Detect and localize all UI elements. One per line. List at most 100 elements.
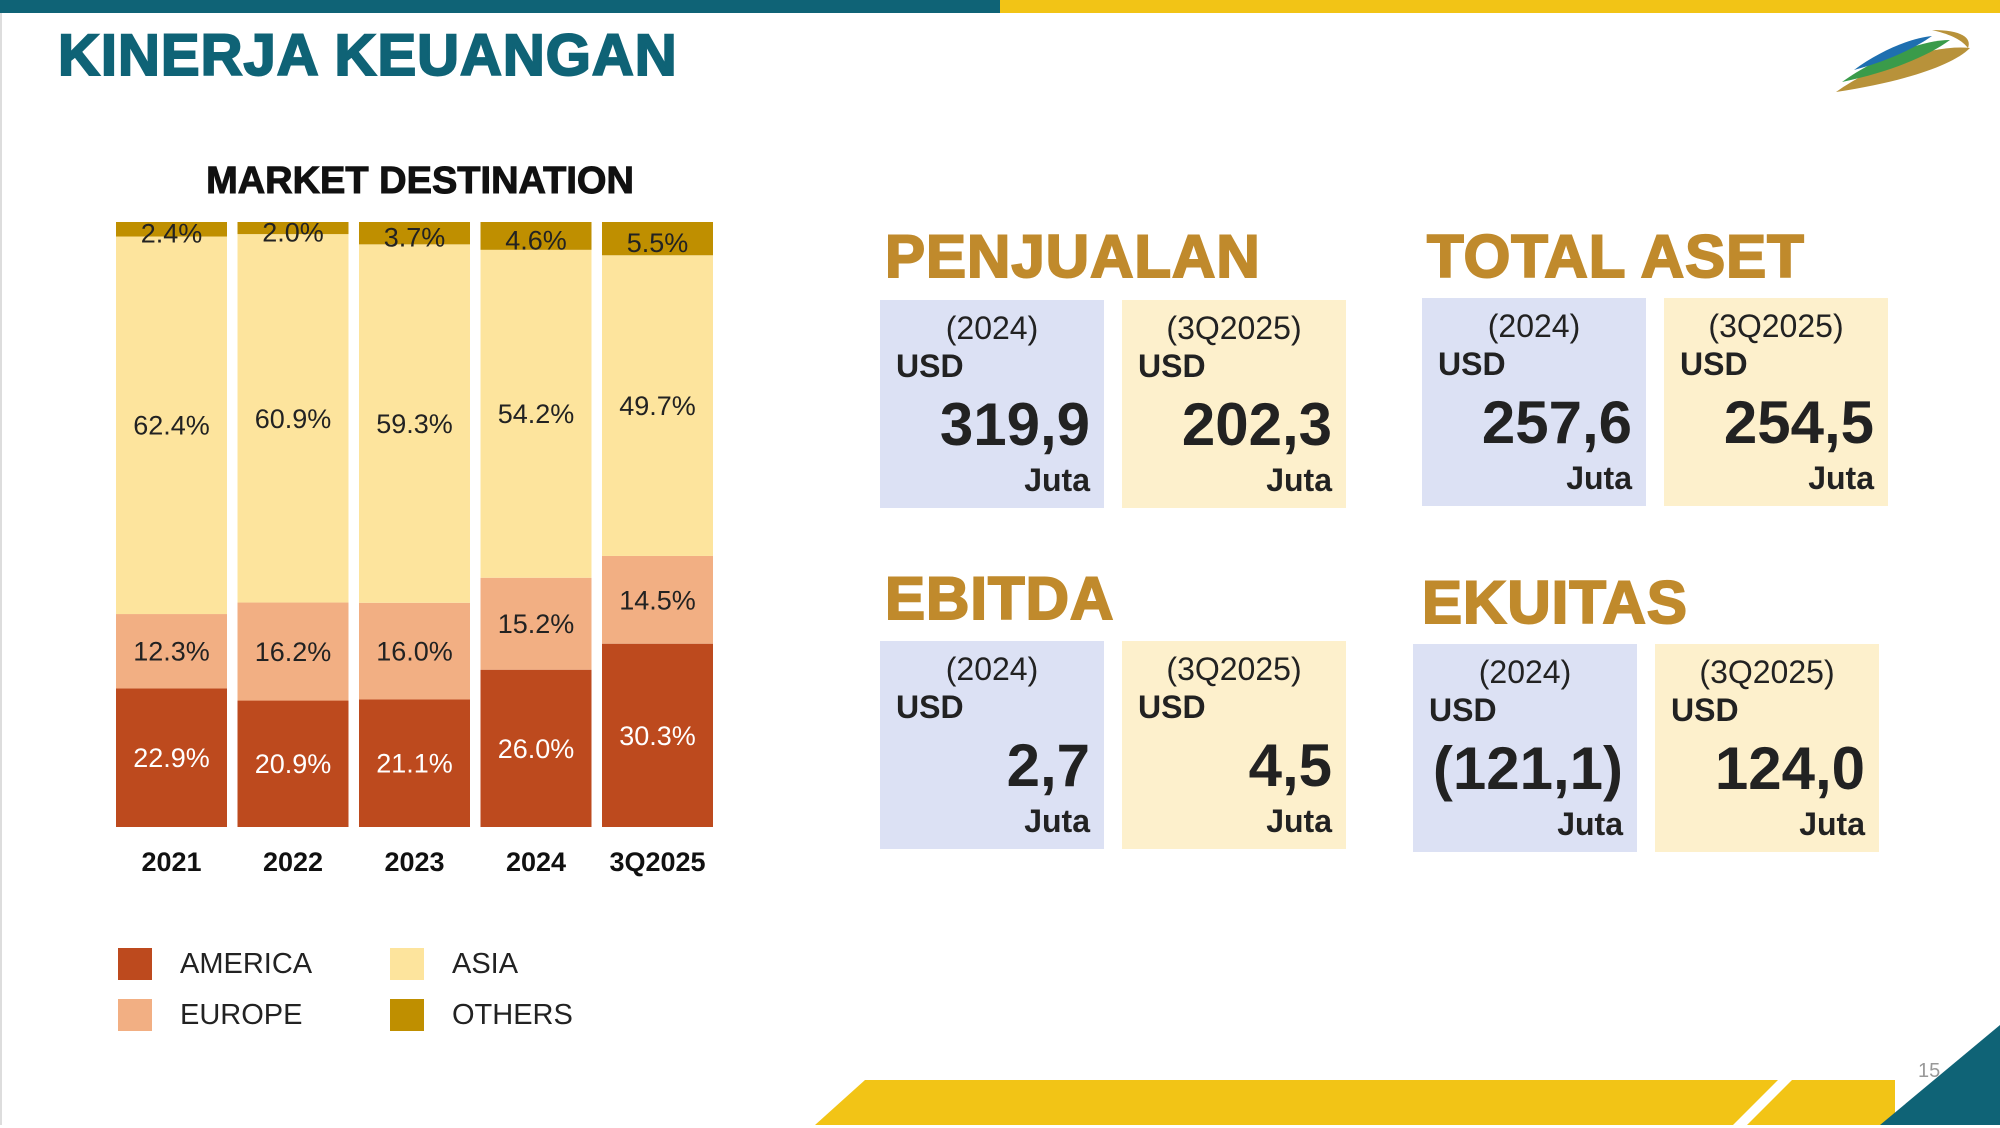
penjualan-3q2025-card: (3Q2025) USD 202,3 Juta bbox=[1122, 300, 1346, 508]
data-label-others-2023: 3.7% bbox=[384, 223, 446, 253]
data-label-others-2022: 2.0% bbox=[262, 218, 324, 248]
bar-others-3q2025 bbox=[602, 222, 713, 256]
data-label-america-2022: 20.9% bbox=[255, 749, 332, 779]
card-period: (3Q2025) bbox=[1166, 651, 1302, 687]
x-tick-label-2021: 2021 bbox=[141, 847, 201, 877]
data-label-others-3q2025: 5.5% bbox=[627, 228, 689, 258]
data-label-america-3q2025: 30.3% bbox=[619, 721, 696, 751]
chart-title: MARKET DESTINATION bbox=[206, 160, 635, 203]
card-unit: Juta bbox=[1266, 462, 1332, 498]
bar-asia-2023 bbox=[359, 244, 470, 603]
card-value: 257,6 bbox=[1481, 389, 1632, 456]
card-period: (3Q2025) bbox=[1699, 654, 1835, 690]
bar-europe-2021 bbox=[116, 614, 227, 689]
card-value: 254,5 bbox=[1723, 389, 1874, 456]
page-number: 15 bbox=[1918, 1060, 1941, 1082]
card-unit: Juta bbox=[1557, 806, 1623, 842]
bar-america-2023 bbox=[359, 699, 470, 827]
bar-others-2021 bbox=[116, 222, 227, 237]
left-frame-line bbox=[0, 13, 2, 1125]
total-aset-3q2025-card: (3Q2025) USD 254,5 Juta bbox=[1664, 298, 1888, 506]
card-currency: USD bbox=[1138, 689, 1206, 725]
legend-label-america: AMERICA bbox=[180, 948, 313, 980]
bar-europe-2024 bbox=[480, 577, 592, 670]
ekuitas-3q2025-card: (3Q2025) USD 124,0 Juta bbox=[1655, 644, 1879, 852]
bar-asia-2022 bbox=[237, 234, 349, 603]
data-label-others-2021: 2.4% bbox=[141, 219, 203, 249]
data-label-asia-2021: 62.4% bbox=[133, 411, 210, 441]
card-value: 202,3 bbox=[1181, 391, 1332, 458]
card-currency: USD bbox=[1429, 692, 1497, 728]
legend-label-asia: ASIA bbox=[452, 948, 519, 980]
data-label-america-2021: 22.9% bbox=[133, 743, 210, 773]
bar-america-3q2025 bbox=[602, 643, 713, 827]
card-unit: Juta bbox=[1808, 460, 1874, 496]
ebitda-3q2025-card: (3Q2025) USD 4,5 Juta bbox=[1122, 641, 1346, 849]
data-label-asia-2024: 54.2% bbox=[498, 399, 575, 429]
bar-asia-2021 bbox=[116, 236, 227, 615]
card-currency: USD bbox=[1680, 346, 1748, 382]
top-bar-gold bbox=[1000, 0, 2000, 13]
card-currency: USD bbox=[1671, 692, 1739, 728]
data-label-europe-2022: 16.2% bbox=[255, 637, 332, 667]
card-period: (3Q2025) bbox=[1708, 308, 1844, 344]
ebitda-heading: EBITDA bbox=[884, 564, 1115, 633]
x-tick-label-2024: 2024 bbox=[506, 847, 566, 877]
card-value: 124,0 bbox=[1714, 735, 1865, 802]
total-aset-2024-card: (2024) USD 257,6 Juta bbox=[1422, 298, 1646, 506]
penjualan-heading: PENJUALAN bbox=[884, 222, 1261, 291]
card-value: 4,5 bbox=[1248, 732, 1332, 799]
card-currency: USD bbox=[1138, 348, 1206, 384]
legend-swatch-america bbox=[118, 948, 152, 980]
data-label-europe-2023: 16.0% bbox=[376, 637, 453, 667]
data-label-america-2023: 21.1% bbox=[376, 749, 453, 779]
legend-swatch-asia bbox=[390, 948, 424, 980]
total-aset-heading: TOTAL ASET bbox=[1426, 222, 1805, 291]
card-currency: USD bbox=[896, 348, 964, 384]
ekuitas-heading: EKUITAS bbox=[1421, 568, 1688, 637]
card-unit: Juta bbox=[1024, 462, 1090, 498]
x-tick-label-2022: 2022 bbox=[263, 847, 323, 877]
bar-europe-2022 bbox=[237, 602, 349, 701]
market-destination-chart: 22.9% 12.3% 62.4% 2.4% 2021 20.9% 16.2% 60.9% 2.… bbox=[116, 218, 713, 877]
card-period: (2024) bbox=[1487, 308, 1581, 344]
legend-label-europe: EUROPE bbox=[180, 999, 303, 1031]
ekuitas-2024-card: (2024) USD (121,1) Juta bbox=[1413, 644, 1637, 852]
data-label-asia-2022: 60.9% bbox=[255, 404, 332, 434]
card-value: 2,7 bbox=[1006, 732, 1090, 799]
legend-label-others: OTHERS bbox=[452, 999, 573, 1031]
page-title: KINERJA KEUANGAN bbox=[57, 22, 678, 89]
company-logo bbox=[1836, 30, 1970, 92]
card-period: (2024) bbox=[945, 651, 1039, 687]
ebitda-2024-card: (2024) USD 2,7 Juta bbox=[880, 641, 1104, 849]
data-label-europe-2021: 12.3% bbox=[133, 637, 210, 667]
data-label-asia-3q2025: 49.7% bbox=[619, 391, 696, 421]
bar-europe-3q2025 bbox=[602, 555, 713, 644]
data-label-europe-3q2025: 14.5% bbox=[619, 585, 696, 615]
penjualan-2024-card: (2024) USD 319,9 Juta bbox=[880, 300, 1104, 508]
card-currency: USD bbox=[1438, 346, 1506, 382]
bar-asia-3q2025 bbox=[602, 255, 713, 556]
card-value: (121,1) bbox=[1432, 735, 1623, 802]
data-label-others-2024: 4.6% bbox=[505, 225, 567, 255]
legend-swatch-others bbox=[390, 999, 424, 1031]
bar-america-2024 bbox=[480, 669, 592, 827]
card-period: (2024) bbox=[945, 310, 1039, 346]
bar-america-2022 bbox=[237, 700, 349, 827]
bar-others-2023 bbox=[359, 222, 470, 245]
card-unit: Juta bbox=[1266, 803, 1332, 839]
card-value: 319,9 bbox=[939, 391, 1090, 458]
card-currency: USD bbox=[896, 689, 964, 725]
top-bar-teal bbox=[0, 0, 1000, 13]
card-period: (3Q2025) bbox=[1166, 310, 1302, 346]
data-label-asia-2023: 59.3% bbox=[376, 409, 453, 439]
data-label-america-2024: 26.0% bbox=[498, 734, 575, 764]
card-unit: Juta bbox=[1799, 806, 1865, 842]
bar-asia-2024 bbox=[480, 249, 592, 578]
bar-others-2022 bbox=[237, 222, 349, 235]
bar-others-2024 bbox=[480, 222, 592, 250]
legend-swatch-europe bbox=[118, 999, 152, 1031]
card-period: (2024) bbox=[1478, 654, 1572, 690]
card-unit: Juta bbox=[1566, 460, 1632, 496]
data-label-europe-2024: 15.2% bbox=[498, 609, 575, 639]
